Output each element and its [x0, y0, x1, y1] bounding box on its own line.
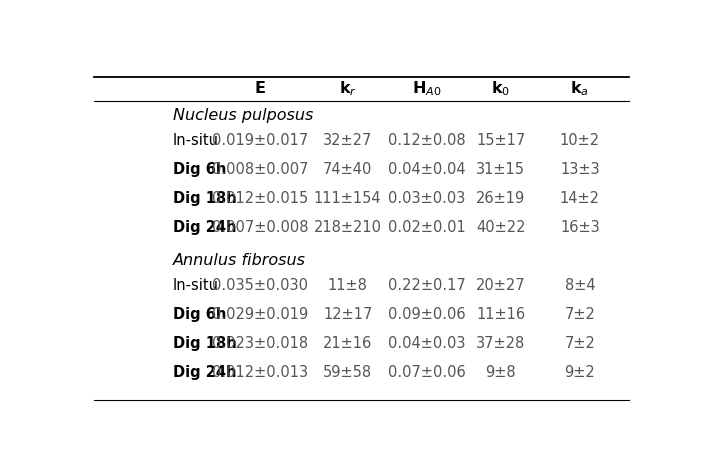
Text: 12±17: 12±17: [323, 307, 372, 322]
Text: Nucleus pulposus: Nucleus pulposus: [173, 108, 313, 123]
Text: Dig 18h: Dig 18h: [173, 336, 237, 351]
Text: 0.019±0.017: 0.019±0.017: [212, 133, 308, 148]
Text: 0.023±0.018: 0.023±0.018: [212, 336, 308, 351]
Text: H$_{A0}$: H$_{A0}$: [412, 80, 441, 98]
Text: 20±27: 20±27: [476, 278, 525, 293]
Text: k$_a$: k$_a$: [570, 80, 589, 98]
Text: k$_r$: k$_r$: [338, 80, 357, 98]
Text: E: E: [255, 81, 266, 96]
Text: 0.04±0.04: 0.04±0.04: [388, 162, 466, 177]
Text: 111±154: 111±154: [314, 191, 381, 206]
Text: 218±210: 218±210: [314, 220, 381, 235]
Text: 0.02±0.01: 0.02±0.01: [388, 220, 466, 235]
Text: 0.029±0.019: 0.029±0.019: [212, 307, 308, 322]
Text: Dig 6h: Dig 6h: [173, 162, 226, 177]
Text: 40±22: 40±22: [476, 220, 525, 235]
Text: 0.04±0.03: 0.04±0.03: [388, 336, 465, 351]
Text: 0.008±0.007: 0.008±0.007: [212, 162, 309, 177]
Text: Dig 24h: Dig 24h: [173, 365, 236, 380]
Text: 7±2: 7±2: [565, 336, 595, 351]
Text: 14±2: 14±2: [560, 191, 600, 206]
Text: 0.012±0.015: 0.012±0.015: [212, 191, 308, 206]
Text: 8±4: 8±4: [565, 278, 595, 293]
Text: 31±15: 31±15: [476, 162, 525, 177]
Text: 0.03±0.03: 0.03±0.03: [388, 191, 465, 206]
Text: 37±28: 37±28: [476, 336, 525, 351]
Text: 9±2: 9±2: [565, 365, 595, 380]
Text: 0.09±0.06: 0.09±0.06: [388, 307, 466, 322]
Text: 74±40: 74±40: [323, 162, 372, 177]
Text: 10±2: 10±2: [560, 133, 600, 148]
Text: 11±16: 11±16: [476, 307, 525, 322]
Text: 0.07±0.06: 0.07±0.06: [388, 365, 466, 380]
Text: 11±8: 11±8: [328, 278, 367, 293]
Text: In-situ: In-situ: [173, 133, 219, 148]
Text: 26±19: 26±19: [476, 191, 525, 206]
Text: 21±16: 21±16: [323, 336, 372, 351]
Text: In-situ: In-situ: [173, 278, 219, 293]
Text: 16±3: 16±3: [560, 220, 600, 235]
Text: k$_0$: k$_0$: [491, 80, 510, 98]
Text: 13±3: 13±3: [560, 162, 600, 177]
Text: 0.035±0.030: 0.035±0.030: [212, 278, 308, 293]
Text: 0.12±0.08: 0.12±0.08: [388, 133, 466, 148]
Text: Annulus fibrosus: Annulus fibrosus: [173, 253, 306, 268]
Text: 0.012±0.013: 0.012±0.013: [212, 365, 308, 380]
Text: 7±2: 7±2: [565, 307, 595, 322]
Text: 0.007±0.008: 0.007±0.008: [212, 220, 309, 235]
Text: Dig 24h: Dig 24h: [173, 220, 236, 235]
Text: 15±17: 15±17: [476, 133, 525, 148]
Text: 9±8: 9±8: [485, 365, 516, 380]
Text: Dig 18h: Dig 18h: [173, 191, 237, 206]
Text: 0.22±0.17: 0.22±0.17: [388, 278, 466, 293]
Text: 59±58: 59±58: [323, 365, 372, 380]
Text: Dig 6h: Dig 6h: [173, 307, 226, 322]
Text: 32±27: 32±27: [323, 133, 372, 148]
